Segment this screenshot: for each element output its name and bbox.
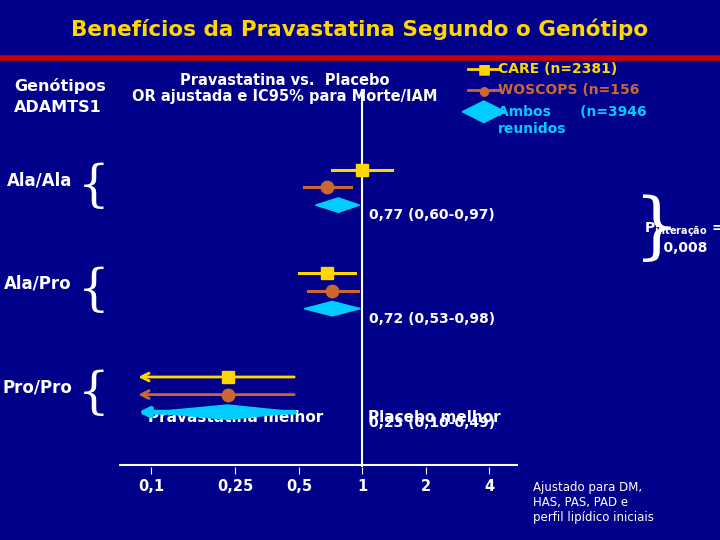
- Text: ADAMTS1: ADAMTS1: [14, 100, 102, 115]
- Text: $\mathbf{P_{interação}}$ =
    0,008: $\mathbf{P_{interação}}$ = 0,008: [644, 220, 720, 255]
- Text: Ambos      (n=3946: Ambos (n=3946: [498, 105, 647, 119]
- Text: Ala/Pro: Ala/Pro: [4, 275, 72, 293]
- Text: ■: ■: [477, 62, 490, 76]
- Text: 0,77 (0,60-0,97): 0,77 (0,60-0,97): [369, 208, 495, 222]
- Text: ●: ●: [478, 84, 490, 97]
- Text: Pro/Pro: Pro/Pro: [2, 379, 72, 396]
- Polygon shape: [151, 405, 297, 420]
- Text: Pravastatina melhor: Pravastatina melhor: [148, 410, 323, 426]
- Text: Pravastatina vs.  Placebo: Pravastatina vs. Placebo: [180, 73, 389, 88]
- Text: 0,72 (0,53-0,98): 0,72 (0,53-0,98): [369, 312, 495, 326]
- Text: WOSCOPS (n=156: WOSCOPS (n=156: [498, 83, 639, 97]
- Text: 0,23 (0,10-0,49): 0,23 (0,10-0,49): [369, 416, 495, 429]
- Text: {: {: [78, 163, 109, 212]
- Text: }: }: [634, 194, 680, 265]
- Text: Benefícios da Pravastatina Segundo o Genótipo: Benefícios da Pravastatina Segundo o Gen…: [71, 19, 649, 40]
- Text: Genótipos: Genótipos: [14, 78, 106, 94]
- Text: {: {: [78, 266, 109, 316]
- Text: OR ajustada e IC95% para Morte/IAM: OR ajustada e IC95% para Morte/IAM: [132, 89, 437, 104]
- Polygon shape: [315, 198, 359, 212]
- Text: Ala/Ala: Ala/Ala: [6, 171, 72, 189]
- Text: Placebo melhor: Placebo melhor: [368, 410, 501, 426]
- Polygon shape: [304, 301, 361, 316]
- Text: Ajustado para DM,
HAS, PAS, PAD e
perfil lipídico iniciais: Ajustado para DM, HAS, PAS, PAD e perfil…: [533, 481, 654, 524]
- Text: {: {: [78, 370, 109, 420]
- Text: reunidos: reunidos: [498, 122, 567, 136]
- Text: CARE (n=2381): CARE (n=2381): [498, 62, 618, 76]
